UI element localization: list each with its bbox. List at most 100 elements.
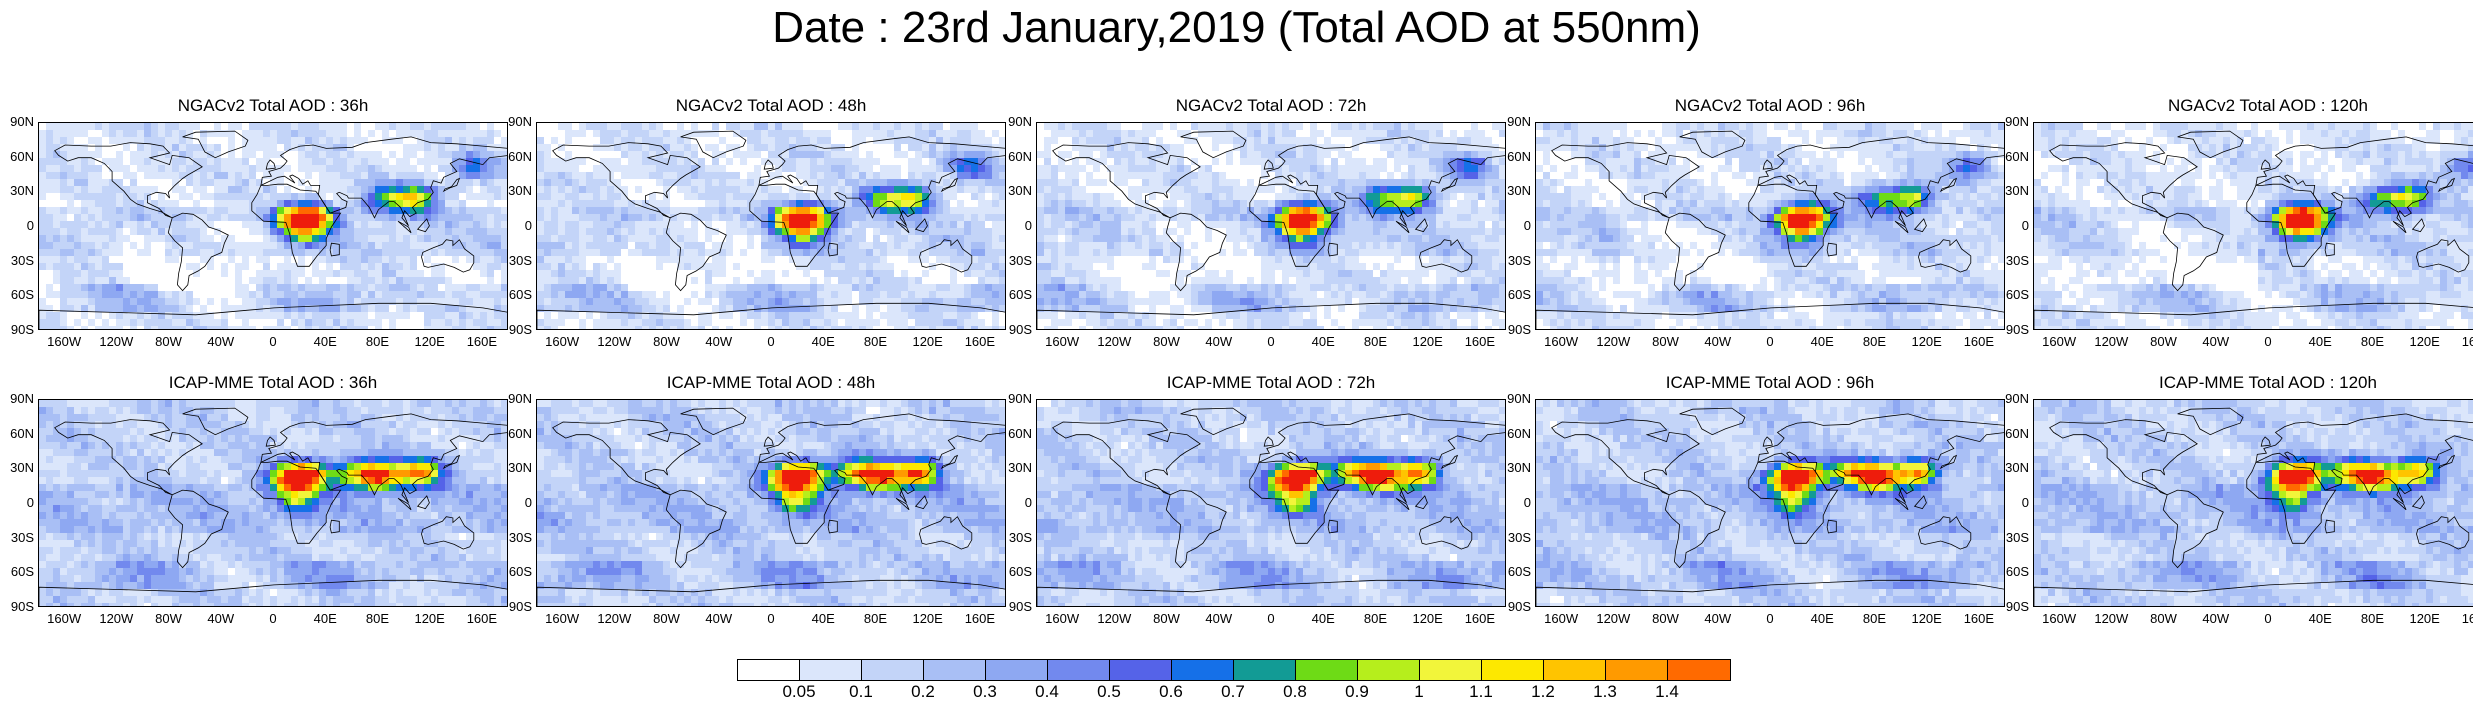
- aod-cell: [789, 305, 796, 312]
- aod-cell: [1436, 235, 1443, 242]
- aod-cell: [544, 277, 551, 284]
- aod-cell: [116, 242, 123, 249]
- aod-cell: [1282, 151, 1289, 158]
- aod-cell: [312, 221, 319, 228]
- aod-cell: [1443, 151, 1450, 158]
- lat-tick-label: 60S: [498, 287, 532, 302]
- aod-cell: [824, 193, 831, 200]
- aod-cell: [1191, 256, 1198, 263]
- aod-cell: [417, 221, 424, 228]
- aod-cell: [81, 123, 88, 130]
- aod-cell: [691, 291, 698, 298]
- aod-cell: [431, 151, 438, 158]
- aod-cell: [670, 137, 677, 144]
- aod-cell: [964, 207, 971, 214]
- aod-cell: [347, 165, 354, 172]
- aod-cell: [1044, 144, 1051, 151]
- aod-cell: [102, 270, 109, 277]
- aod-cell: [424, 123, 431, 130]
- aod-cell: [859, 277, 866, 284]
- aod-cell: [971, 249, 978, 256]
- aod-cell: [824, 298, 831, 305]
- aod-cell: [1457, 221, 1464, 228]
- aod-cell: [1345, 193, 1352, 200]
- aod-cell: [382, 298, 389, 305]
- aod-cell: [894, 130, 901, 137]
- aod-cell: [1114, 130, 1121, 137]
- aod-cell: [1072, 228, 1079, 235]
- aod-cell: [817, 235, 824, 242]
- aod-cell: [915, 214, 922, 221]
- aod-cell: [1247, 291, 1254, 298]
- aod-cell: [768, 277, 775, 284]
- aod-cell: [235, 249, 242, 256]
- aod-cell: [894, 242, 901, 249]
- aod-cell: [586, 123, 593, 130]
- aod-cell: [284, 263, 291, 270]
- aod-cell: [796, 165, 803, 172]
- aod-cell: [158, 235, 165, 242]
- aod-cell: [326, 151, 333, 158]
- aod-cell: [431, 200, 438, 207]
- aod-cell: [971, 221, 978, 228]
- aod-cell: [1247, 235, 1254, 242]
- aod-cell: [1499, 235, 1505, 242]
- aod-cell: [1198, 186, 1205, 193]
- aod-cell: [1366, 249, 1373, 256]
- aod-cell: [831, 319, 838, 326]
- aod-cell: [46, 144, 53, 151]
- aod-cell: [1135, 186, 1142, 193]
- aod-cell: [130, 123, 137, 130]
- aod-cell: [144, 172, 151, 179]
- aod-cell: [1331, 172, 1338, 179]
- aod-cell: [705, 228, 712, 235]
- aod-cell: [1093, 284, 1100, 291]
- aod-cell: [1233, 123, 1240, 130]
- aod-cell: [473, 249, 480, 256]
- aod-cell: [1289, 298, 1296, 305]
- aod-cell: [1492, 270, 1499, 277]
- aod-cell: [410, 270, 417, 277]
- aod-cell: [936, 312, 943, 319]
- aod-cell: [207, 130, 214, 137]
- aod-cell: [929, 130, 936, 137]
- aod-cell: [831, 179, 838, 186]
- aod-cell: [873, 193, 880, 200]
- aod-cell: [46, 165, 53, 172]
- aod-cell: [1226, 221, 1233, 228]
- aod-cell: [1072, 137, 1079, 144]
- aod-cell: [978, 298, 985, 305]
- aod-cell: [1443, 270, 1450, 277]
- aod-cell: [1415, 242, 1422, 249]
- aod-cell: [684, 207, 691, 214]
- aod-cell: [1450, 249, 1457, 256]
- aod-cell: [445, 179, 452, 186]
- aod-cell: [936, 193, 943, 200]
- aod-cell: [1044, 228, 1051, 235]
- aod-cell: [466, 123, 473, 130]
- aod-cell: [572, 193, 579, 200]
- aod-cell: [558, 214, 565, 221]
- aod-cell: [922, 144, 929, 151]
- aod-cell: [950, 291, 957, 298]
- aod-cell: [165, 326, 172, 329]
- aod-cell: [1317, 242, 1324, 249]
- aod-cell: [544, 158, 551, 165]
- aod-cell: [494, 130, 501, 137]
- aod-cell: [130, 179, 137, 186]
- aod-cell: [957, 179, 964, 186]
- aod-cell: [691, 144, 698, 151]
- aod-cell: [60, 165, 67, 172]
- aod-cell: [340, 270, 347, 277]
- aod-cell: [740, 207, 747, 214]
- aod-cell: [747, 284, 754, 291]
- aod-cell: [214, 193, 221, 200]
- aod-cell: [256, 291, 263, 298]
- aod-cell: [361, 207, 368, 214]
- aod-cell: [1142, 137, 1149, 144]
- aod-cell: [586, 207, 593, 214]
- aod-cell: [628, 165, 635, 172]
- aod-cell: [249, 298, 256, 305]
- aod-cell: [123, 277, 130, 284]
- aod-cell: [1471, 277, 1478, 284]
